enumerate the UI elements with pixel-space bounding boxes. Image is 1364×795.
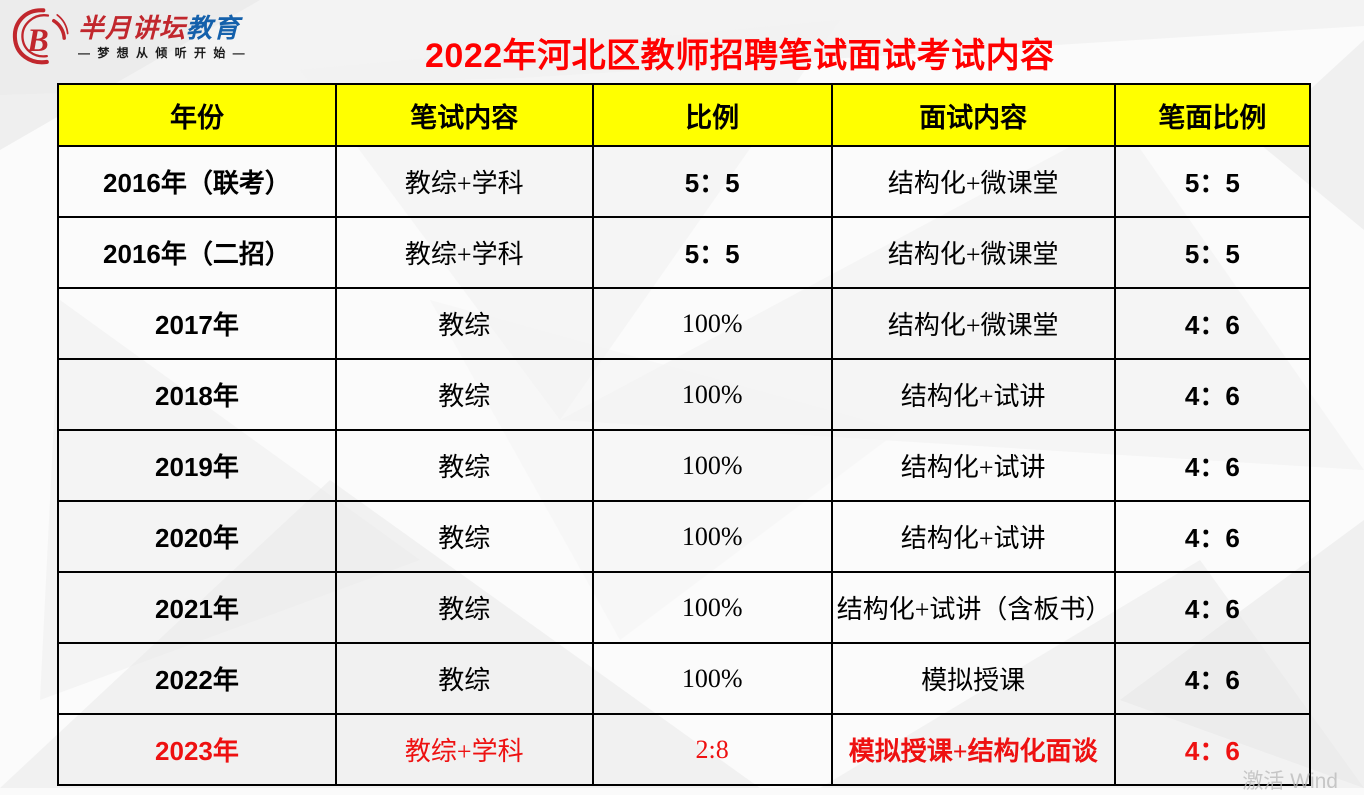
windows-activation-watermark: 激活 Wind bbox=[1242, 770, 1338, 793]
header-ratio: 比例 bbox=[591, 83, 833, 147]
brand-logo: B 半月讲坛教育 — 梦 想 从 倾 听 开 始 — bbox=[12, 7, 247, 67]
cell-ratio: 100% bbox=[591, 642, 833, 715]
cell-written-interview-ratio: 4：6 bbox=[1113, 713, 1312, 786]
exam-content-table: 年份 笔试内容 比例 面试内容 笔面比例 2016年（联考） 教综+学科 5：5… bbox=[57, 83, 1312, 786]
table-row: 2016年（二招） 教综+学科 5：5 结构化+微课堂 5：5 bbox=[57, 216, 1312, 289]
table-body: 2016年（联考） 教综+学科 5：5 结构化+微课堂 5：5 2016年（二招… bbox=[57, 145, 1312, 786]
cell-written-content: 教综+学科 bbox=[334, 713, 594, 786]
table-row: 2023年 教综+学科 2:8 模拟授课+结构化面谈 4：6 bbox=[57, 713, 1312, 786]
header-written-content: 笔试内容 bbox=[334, 83, 594, 147]
svg-text:B: B bbox=[26, 23, 49, 59]
header-written-interview-ratio: 笔面比例 bbox=[1113, 83, 1312, 147]
cell-interview-content: 结构化+试讲 bbox=[830, 358, 1116, 431]
cell-year: 2023年 bbox=[57, 713, 337, 786]
cell-ratio: 2:8 bbox=[591, 713, 833, 786]
cell-written-interview-ratio: 4：6 bbox=[1113, 358, 1312, 431]
cell-interview-content: 结构化+微课堂 bbox=[830, 287, 1116, 360]
cell-year: 2016年（二招） bbox=[57, 216, 337, 289]
cell-written-interview-ratio: 4：6 bbox=[1113, 571, 1312, 644]
cell-ratio: 100% bbox=[591, 571, 833, 644]
cell-written-content: 教综 bbox=[334, 642, 594, 715]
cell-written-content: 教综 bbox=[334, 358, 594, 431]
table-row: 2017年 教综 100% 结构化+微课堂 4：6 bbox=[57, 287, 1312, 360]
cell-year: 2019年 bbox=[57, 429, 337, 502]
cell-interview-content: 结构化+微课堂 bbox=[830, 216, 1116, 289]
page-title: 2022年河北区教师招聘笔试面试考试内容 bbox=[425, 37, 1055, 75]
cell-interview-content: 结构化+微课堂 bbox=[830, 145, 1116, 218]
cell-ratio: 100% bbox=[591, 358, 833, 431]
brand-tagline: — 梦 想 从 倾 听 开 始 — bbox=[78, 45, 247, 60]
cell-written-content: 教综 bbox=[334, 287, 594, 360]
brand-text-block: 半月讲坛教育 — 梦 想 从 倾 听 开 始 — bbox=[78, 14, 247, 60]
cell-year: 2017年 bbox=[57, 287, 337, 360]
cell-written-content: 教综 bbox=[334, 500, 594, 573]
cell-interview-content: 结构化+试讲 bbox=[830, 500, 1116, 573]
cell-written-content: 教综+学科 bbox=[334, 145, 594, 218]
cell-written-interview-ratio: 4：6 bbox=[1113, 642, 1312, 715]
cell-ratio: 5：5 bbox=[591, 216, 833, 289]
table-row: 2016年（联考） 教综+学科 5：5 结构化+微课堂 5：5 bbox=[57, 145, 1312, 218]
cell-year: 2022年 bbox=[57, 642, 337, 715]
cell-written-content: 教综+学科 bbox=[334, 216, 594, 289]
cell-year: 2018年 bbox=[57, 358, 337, 431]
cell-written-content: 教综 bbox=[334, 429, 594, 502]
brand-name-red: 半月讲坛 bbox=[78, 13, 187, 44]
swirl-b-logo-icon: B bbox=[12, 8, 69, 65]
cell-written-content: 教综 bbox=[334, 571, 594, 644]
cell-interview-content: 模拟授课 bbox=[830, 642, 1116, 715]
cell-ratio: 100% bbox=[591, 500, 833, 573]
brand-name-blue: 教育 bbox=[186, 13, 241, 44]
table-header-row: 年份 笔试内容 比例 面试内容 笔面比例 bbox=[57, 83, 1312, 147]
cell-written-interview-ratio: 4：6 bbox=[1113, 429, 1312, 502]
brand-name: 半月讲坛教育 bbox=[78, 14, 247, 43]
cell-year: 2021年 bbox=[57, 571, 337, 644]
cell-written-interview-ratio: 5：5 bbox=[1113, 216, 1312, 289]
cell-interview-content: 模拟授课+结构化面谈 bbox=[830, 713, 1116, 786]
header-year: 年份 bbox=[57, 83, 337, 147]
table-header: 年份 笔试内容 比例 面试内容 笔面比例 bbox=[57, 83, 1312, 147]
table-row: 2020年 教综 100% 结构化+试讲 4：6 bbox=[57, 500, 1312, 573]
cell-written-interview-ratio: 5：5 bbox=[1113, 145, 1312, 218]
cell-ratio: 5：5 bbox=[591, 145, 833, 218]
header-interview-content: 面试内容 bbox=[830, 83, 1116, 147]
cell-written-interview-ratio: 4：6 bbox=[1113, 287, 1312, 360]
cell-interview-content: 结构化+试讲（含板书） bbox=[830, 571, 1116, 644]
table-row: 2018年 教综 100% 结构化+试讲 4：6 bbox=[57, 358, 1312, 431]
cell-year: 2020年 bbox=[57, 500, 337, 573]
table-row: 2021年 教综 100% 结构化+试讲（含板书） 4：6 bbox=[57, 571, 1312, 644]
cell-year: 2016年（联考） bbox=[57, 145, 337, 218]
cell-ratio: 100% bbox=[591, 287, 833, 360]
table-row: 2022年 教综 100% 模拟授课 4：6 bbox=[57, 642, 1312, 715]
cell-interview-content: 结构化+试讲 bbox=[830, 429, 1116, 502]
table-row: 2019年 教综 100% 结构化+试讲 4：6 bbox=[57, 429, 1312, 502]
cell-ratio: 100% bbox=[591, 429, 833, 502]
cell-written-interview-ratio: 4：6 bbox=[1113, 500, 1312, 573]
